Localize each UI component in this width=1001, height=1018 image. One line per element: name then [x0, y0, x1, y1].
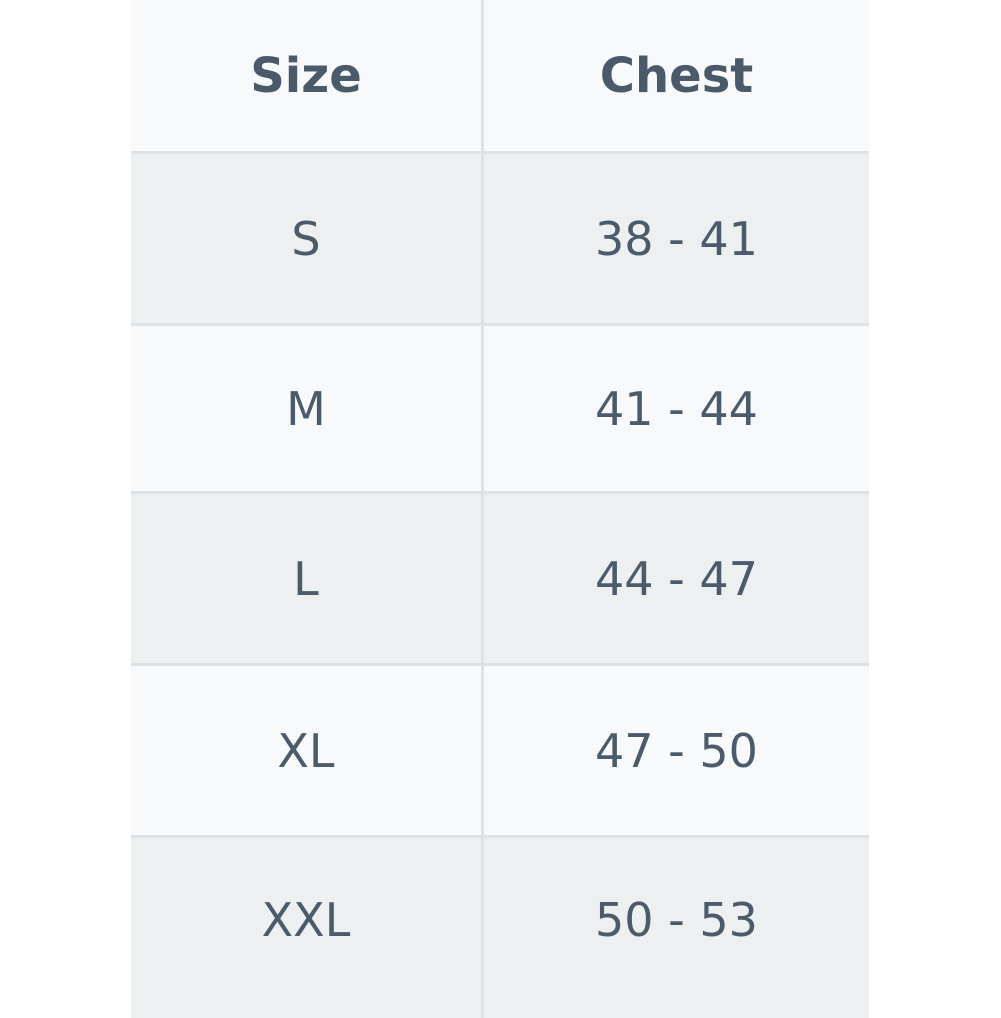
- size-cell: XL: [131, 666, 484, 835]
- size-cell: M: [131, 326, 484, 491]
- chest-cell: 50 - 53: [595, 893, 758, 947]
- header-chest: Chest: [599, 47, 754, 104]
- size-cell: S: [131, 154, 484, 323]
- table-row: XL 47 - 50: [131, 666, 869, 838]
- chest-cell: 44 - 47: [595, 551, 758, 606]
- table-row: M 41 - 44: [131, 326, 869, 494]
- chest-cell: 47 - 50: [595, 723, 758, 778]
- table-header: Size Chest: [131, 0, 869, 154]
- chest-cell: 41 - 44: [595, 381, 758, 436]
- size-chart-table: Size Chest S 38 - 41 M 41 - 44 L 44 - 47…: [131, 0, 869, 1018]
- size-cell: XXL: [131, 838, 484, 1018]
- size-cell: L: [131, 494, 484, 663]
- header-size: Size: [131, 0, 484, 151]
- table-row: S 38 - 41: [131, 154, 869, 326]
- table-row: XXL 50 - 53: [131, 838, 869, 1018]
- table-row: L 44 - 47: [131, 494, 869, 666]
- chest-cell: 38 - 41: [595, 211, 758, 266]
